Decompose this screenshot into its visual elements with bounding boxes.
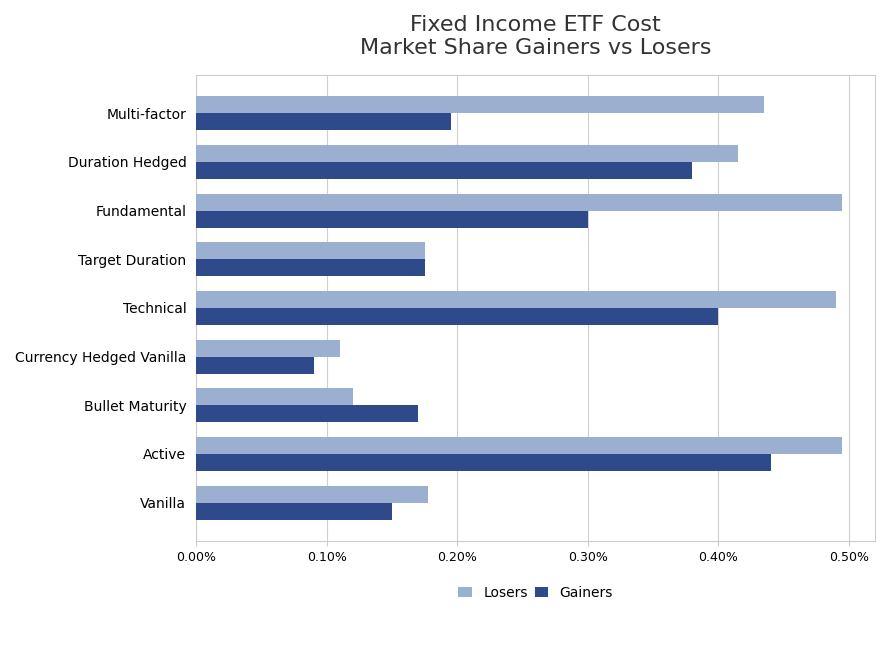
Bar [196, 259, 425, 276]
Bar [196, 485, 428, 502]
Bar [196, 194, 842, 211]
Bar [196, 113, 450, 131]
Bar [196, 242, 425, 259]
Bar [196, 96, 764, 113]
Bar [196, 340, 340, 357]
Bar [196, 291, 836, 308]
Bar [196, 308, 718, 325]
Bar [196, 437, 842, 454]
Legend: Losers, Gainers: Losers, Gainers [453, 581, 619, 605]
Bar [196, 357, 313, 374]
Bar [196, 211, 587, 228]
Bar [196, 454, 771, 471]
Bar [196, 502, 392, 520]
Bar [196, 162, 692, 179]
Bar [196, 405, 418, 422]
Title: Fixed Income ETF Cost
Market Share Gainers vs Losers: Fixed Income ETF Cost Market Share Gaine… [360, 15, 711, 58]
Bar [196, 145, 738, 162]
Bar [196, 388, 352, 405]
